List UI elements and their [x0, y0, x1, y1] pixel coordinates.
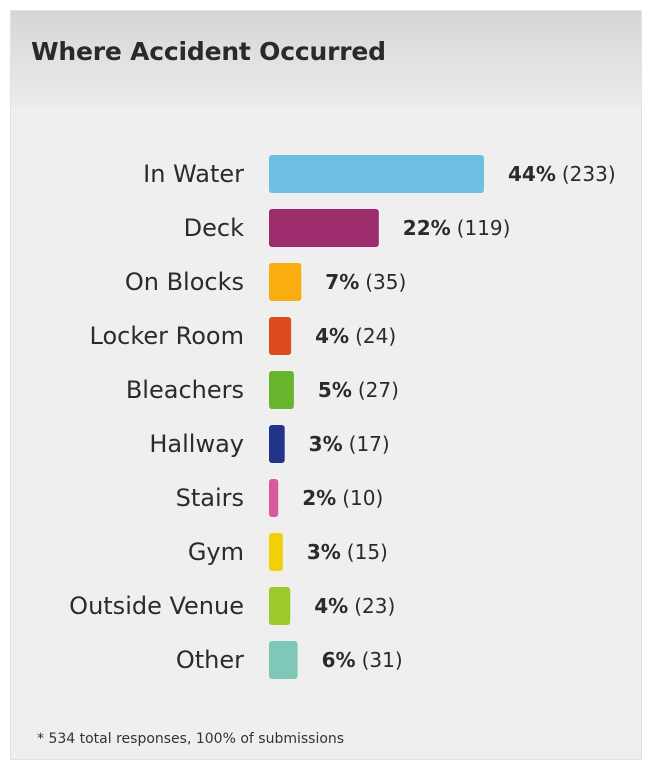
category-label: Bleachers: [126, 376, 244, 404]
percent-label: 22%: [403, 216, 451, 240]
percent-label: 6%: [322, 648, 356, 672]
category-label: Deck: [184, 214, 244, 242]
chart-title: Where Accident Occurred: [31, 37, 386, 66]
bar: [269, 155, 484, 193]
percent-label: 5%: [318, 378, 352, 402]
value-label: 5% (27): [318, 378, 399, 402]
bar: [269, 587, 291, 625]
count-label: (10): [342, 486, 383, 510]
category-label: Locker Room: [90, 322, 244, 350]
percent-label: 2%: [302, 486, 336, 510]
category-label: On Blocks: [125, 268, 244, 296]
bar: [269, 425, 285, 463]
category-label: Other: [176, 646, 244, 674]
chart-card: Where Accident Occurred * 534 total resp…: [10, 10, 642, 760]
bar: [269, 479, 279, 517]
percent-label: 3%: [309, 432, 343, 456]
percent-label: 44%: [508, 162, 556, 186]
count-label: (17): [349, 432, 390, 456]
count-label: (27): [358, 378, 399, 402]
value-label: 2% (10): [302, 486, 383, 510]
value-label: 22% (119): [403, 216, 511, 240]
bar: [269, 533, 283, 571]
value-label: 4% (23): [314, 594, 395, 618]
bar: [269, 209, 379, 247]
count-label: (15): [347, 540, 388, 564]
count-label: (24): [355, 324, 396, 348]
value-label: 3% (17): [309, 432, 390, 456]
chart-header: Where Accident Occurred: [11, 11, 641, 107]
value-label: 44% (233): [508, 162, 616, 186]
count-label: (23): [354, 594, 395, 618]
value-label: 6% (31): [322, 648, 403, 672]
category-label: Gym: [188, 538, 244, 566]
bar: [269, 641, 298, 679]
value-label: 3% (15): [307, 540, 388, 564]
bar: [269, 371, 294, 409]
category-label: Outside Venue: [69, 592, 244, 620]
percent-label: 4%: [315, 324, 349, 348]
count-label: (233): [562, 162, 616, 186]
percent-label: 3%: [307, 540, 341, 564]
percent-label: 7%: [325, 270, 359, 294]
chart-footnote: * 534 total responses, 100% of submissio…: [37, 731, 345, 747]
category-label: Stairs: [176, 484, 244, 512]
count-label: (35): [365, 270, 406, 294]
bar: [269, 263, 302, 301]
count-label: (119): [457, 216, 511, 240]
value-label: 7% (35): [325, 270, 406, 294]
percent-label: 4%: [314, 594, 348, 618]
value-label: 4% (24): [315, 324, 396, 348]
bar: [269, 317, 292, 355]
count-label: (31): [362, 648, 403, 672]
category-label: In Water: [143, 160, 244, 188]
category-label: Hallway: [149, 430, 244, 458]
